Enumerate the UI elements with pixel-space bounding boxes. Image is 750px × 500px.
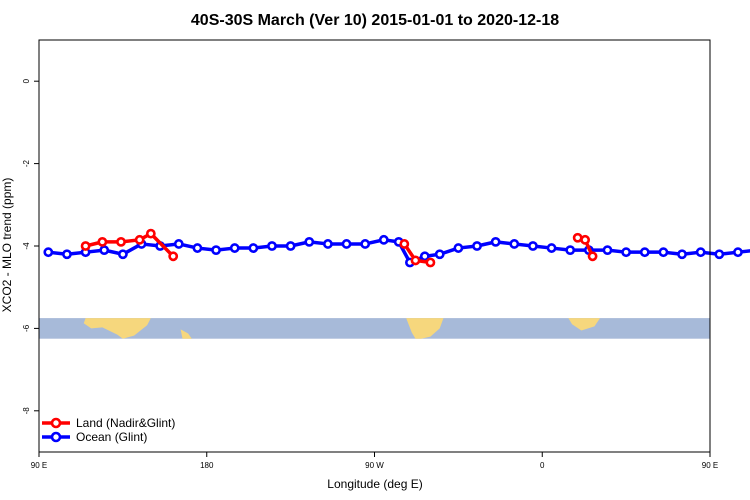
map-band bbox=[39, 318, 710, 339]
map-land bbox=[180, 329, 192, 339]
data-point bbox=[378, 234, 389, 245]
chart-title: 40S-30S March (Ver 10) 2015-01-01 to 202… bbox=[191, 12, 559, 29]
data-point bbox=[62, 249, 72, 260]
data-point bbox=[434, 249, 445, 260]
data-point bbox=[714, 249, 725, 260]
legend-marker bbox=[50, 431, 62, 443]
y-axis-label: XCO2 - MLO trend (ppm) bbox=[0, 178, 14, 313]
data-point bbox=[229, 243, 240, 253]
data-point bbox=[211, 245, 221, 256]
x-tick-label: 180 bbox=[200, 461, 214, 470]
series-land bbox=[80, 228, 598, 268]
x-tick-label: 90 W bbox=[365, 461, 384, 470]
data-point bbox=[99, 245, 110, 256]
data-point bbox=[323, 239, 333, 249]
data-point bbox=[472, 241, 482, 251]
data-point bbox=[116, 236, 126, 247]
data-point bbox=[399, 239, 410, 249]
data-point bbox=[248, 243, 259, 253]
data-point bbox=[602, 245, 613, 256]
data-point bbox=[453, 243, 464, 253]
data-point bbox=[80, 241, 91, 251]
legend-label: Ocean (Glint) bbox=[76, 430, 147, 444]
series-ocean bbox=[43, 234, 750, 268]
data-point bbox=[528, 241, 538, 251]
y-tick-label: -8 bbox=[22, 407, 31, 415]
x-tick-label: 90 E bbox=[702, 461, 718, 470]
map-ocean bbox=[39, 318, 710, 339]
data-point bbox=[43, 247, 54, 258]
y-tick-label: -2 bbox=[22, 159, 31, 167]
data-point bbox=[490, 236, 501, 247]
data-point bbox=[360, 239, 371, 249]
data-point bbox=[580, 234, 591, 245]
map-land bbox=[406, 318, 444, 339]
data-point bbox=[410, 255, 421, 266]
data-point bbox=[733, 247, 743, 258]
data-point bbox=[97, 236, 108, 247]
data-point bbox=[587, 251, 598, 262]
x-tick-label: 90 E bbox=[31, 461, 47, 470]
y-tick-label: 0 bbox=[22, 78, 31, 83]
data-point bbox=[117, 249, 128, 260]
data-point bbox=[192, 243, 203, 253]
legend: Land (Nadir&Glint)Ocean (Glint) bbox=[42, 416, 175, 444]
data-point bbox=[509, 239, 520, 249]
data-point bbox=[695, 247, 706, 258]
data-point bbox=[419, 251, 430, 262]
data-point bbox=[546, 243, 557, 253]
y-axis: 0 -2 -4 -6 -8 bbox=[22, 78, 39, 414]
data-point bbox=[267, 241, 277, 251]
x-axis-label: Longitude (deg E) bbox=[327, 477, 422, 491]
data-point bbox=[304, 236, 315, 247]
data-point bbox=[168, 251, 179, 262]
data-point bbox=[677, 249, 687, 260]
x-tick-label: 0 bbox=[540, 461, 545, 470]
data-point bbox=[173, 239, 184, 249]
data-point bbox=[565, 245, 576, 256]
data-point bbox=[425, 257, 436, 268]
legend-marker bbox=[50, 417, 62, 429]
data-point bbox=[134, 234, 145, 245]
data-point bbox=[639, 247, 650, 258]
data-point bbox=[572, 232, 583, 243]
data-point bbox=[658, 247, 669, 258]
y-tick-label: -6 bbox=[22, 324, 31, 332]
map-land bbox=[568, 318, 601, 331]
data-point bbox=[285, 241, 296, 251]
map-land bbox=[83, 318, 151, 339]
data-point bbox=[621, 247, 632, 258]
y-tick-label: -4 bbox=[22, 242, 31, 250]
legend-label: Land (Nadir&Glint) bbox=[76, 416, 175, 430]
data-point bbox=[341, 239, 352, 249]
series-layer bbox=[43, 228, 750, 268]
data-point bbox=[145, 228, 156, 239]
